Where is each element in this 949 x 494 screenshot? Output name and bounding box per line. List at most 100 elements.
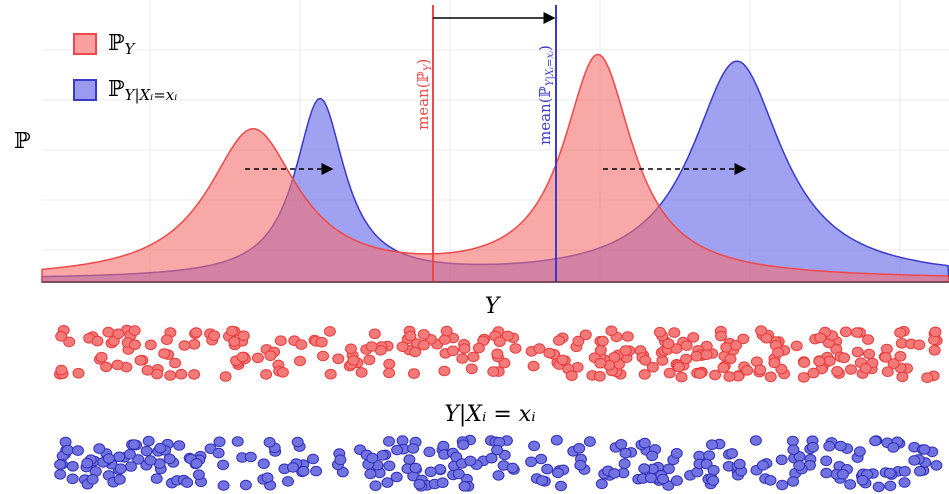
legend-symbol: ℙ: [108, 31, 125, 56]
sample-dot: [493, 336, 506, 348]
sample-dot: [114, 463, 127, 475]
mean-close: ): [536, 45, 554, 51]
sample-dot: [583, 436, 596, 447]
sample-dot: [190, 327, 203, 338]
sample-dot: [644, 472, 657, 484]
sample-dot: [295, 339, 308, 350]
sample-dot: [317, 350, 329, 362]
sample-dot: [128, 439, 141, 450]
sample-dot: [703, 450, 716, 461]
sample-dot: [140, 445, 153, 457]
sample-dot: [618, 458, 631, 470]
sample-dot: [123, 449, 136, 460]
sample-dot: [472, 342, 485, 354]
y-axis-label: ℙ: [14, 129, 31, 154]
sample-dot: [409, 346, 422, 358]
legend-symbol: ℙ: [108, 77, 125, 102]
sample-dot: [334, 454, 347, 466]
legend-swatch: [73, 79, 97, 101]
legend-label: ℙY|Xᵢ=xᵢ: [108, 77, 177, 104]
sample-dot: [573, 443, 586, 454]
sample-dot: [772, 347, 785, 358]
sample-dot: [164, 370, 177, 381]
sample-dot: [403, 454, 416, 465]
sample-dot: [396, 341, 409, 353]
sample-dot: [775, 363, 788, 375]
sample-dot: [237, 330, 250, 342]
sample-dot: [823, 440, 836, 452]
sample-dot: [381, 477, 394, 488]
sample-dot: [102, 326, 115, 338]
sample-dot: [332, 353, 345, 365]
sample-dot: [918, 444, 931, 455]
mean-close: ): [414, 59, 432, 65]
sample-dot: [251, 352, 264, 364]
sample-dot: [55, 364, 68, 376]
sample-dot: [158, 348, 171, 359]
sample-dot: [260, 369, 273, 380]
mean-symbol: mean(ℙ: [414, 70, 432, 130]
sample-dot: [457, 439, 470, 451]
sample-dot: [291, 436, 304, 448]
sample-dot: [383, 367, 396, 379]
sample-dot: [355, 367, 368, 378]
sample-dot: [707, 475, 720, 486]
density-curves: [41, 53, 949, 283]
sample-dot: [724, 353, 737, 365]
sample-dot: [672, 361, 685, 373]
sample-dot: [212, 447, 225, 459]
sample-dot: [150, 473, 163, 484]
sample-dot: [72, 445, 84, 456]
sample-dot: [733, 458, 746, 470]
sample-dot: [467, 351, 480, 363]
sample-dot: [452, 468, 465, 480]
sample-dot: [798, 357, 811, 368]
sample-dot: [726, 448, 738, 459]
sample-dot: [668, 327, 681, 338]
sample-dot: [838, 352, 851, 364]
sample-dot: [128, 339, 141, 351]
sample-dot: [869, 435, 882, 447]
sample-dot: [776, 479, 789, 491]
sample-dot: [764, 475, 777, 486]
sample-dot: [670, 475, 683, 486]
sample-dot: [605, 325, 618, 337]
sample-dot: [125, 461, 137, 472]
sample-dot: [790, 340, 803, 352]
sample-dot: [786, 435, 799, 447]
sample-dot: [768, 357, 781, 369]
sample-dot: [853, 446, 866, 457]
sample-dot: [675, 371, 688, 383]
sample-dot: [213, 436, 226, 448]
sample-dot: [706, 439, 718, 451]
sample-dot: [282, 476, 294, 487]
sample-dot: [261, 472, 274, 484]
sample-dot: [844, 479, 857, 490]
sample-dot: [859, 363, 872, 374]
sample-dot: [491, 348, 504, 360]
sample-dot: [807, 367, 820, 379]
sample-dot: [93, 443, 106, 454]
sample-dot: [680, 340, 693, 351]
sample-dot: [872, 481, 885, 493]
sample-dot: [730, 340, 742, 351]
sample-dot: [413, 478, 426, 490]
sample-dot: [541, 463, 554, 475]
sample-dot: [363, 354, 376, 366]
sample-dot: [662, 338, 675, 350]
sample-dot: [709, 369, 721, 381]
mean-label: mean(ℙY): [414, 59, 434, 130]
sample-dot: [527, 360, 540, 372]
sample-dot: [63, 336, 76, 348]
sample-dot: [898, 466, 911, 477]
sample-dot: [160, 334, 173, 346]
legend-swatch: [73, 33, 97, 55]
sample-dot: [436, 477, 449, 489]
sample-dot: [525, 456, 538, 468]
sample-dot: [276, 367, 289, 378]
sample-dot: [851, 346, 864, 358]
sample-dot: [646, 450, 659, 462]
sample-dot: [552, 467, 564, 479]
sample-dot: [111, 359, 124, 371]
sample-dot: [619, 345, 632, 356]
